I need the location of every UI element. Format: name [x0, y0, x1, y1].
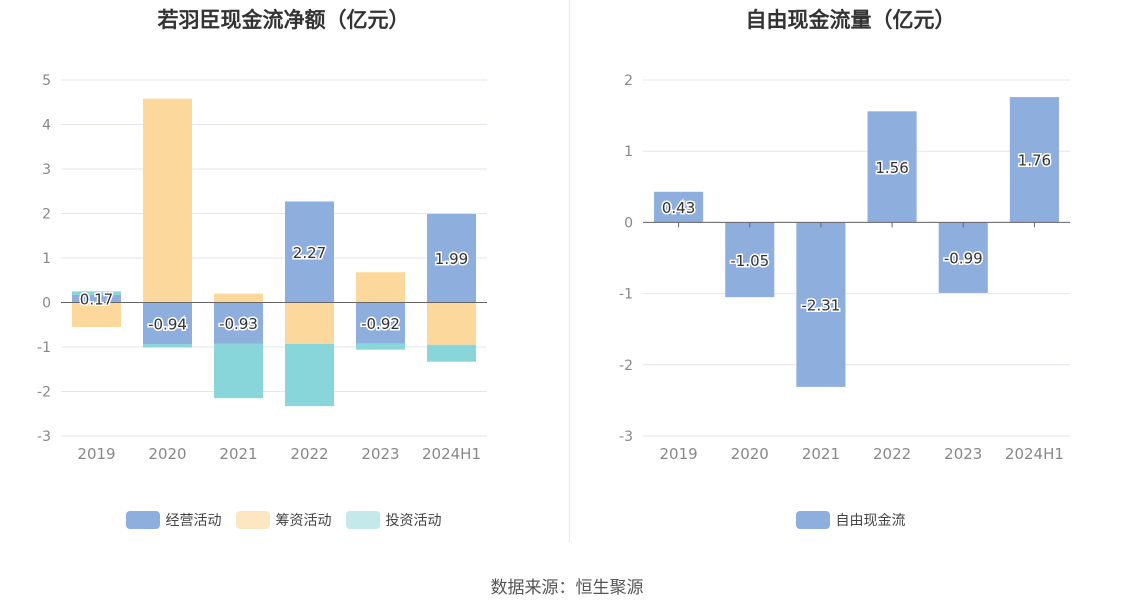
legend-label: 经营活动 — [165, 513, 222, 529]
bar-自由现金流-2024H1 — [1009, 97, 1059, 223]
legend-label: 投资活动 — [385, 513, 442, 529]
data-label: -0.93 — [219, 315, 258, 333]
x-tick-label: 2019 — [659, 445, 697, 463]
bar-经营活动-2019 — [72, 294, 121, 303]
data-label: 1.56 — [875, 159, 908, 177]
y-tick-label: -2 — [619, 358, 633, 374]
x-tick-label: 2022 — [290, 445, 328, 463]
y-tick-label: 2 — [42, 207, 51, 223]
x-tick-label: 2021 — [802, 445, 840, 463]
x-tick-label: 2024H1 — [1005, 445, 1064, 463]
y-tick-label: -2 — [37, 385, 51, 401]
y-tick-label: 0 — [624, 215, 633, 231]
y-tick-label: 1 — [624, 144, 633, 160]
bar-经营活动-2020 — [143, 302, 192, 345]
legend-swatch-investing — [345, 511, 380, 529]
data-label: -0.99 — [944, 250, 983, 268]
legend-item-investing[interactable]: 投资活动 — [345, 510, 442, 530]
legend-swatch-operating — [125, 511, 160, 529]
data-label: 1.76 — [1018, 152, 1051, 170]
y-tick-label: 3 — [42, 162, 51, 178]
x-tick-label: 2024H1 — [422, 445, 481, 463]
data-label: -0.92 — [361, 315, 400, 333]
bar-投资活动-2024H1 — [427, 344, 476, 362]
bar-筹资活动-2024H1 — [427, 302, 476, 345]
bar-经营活动-2024H1 — [427, 213, 476, 303]
legend: 经营活动 筹资活动 投资活动 — [0, 510, 567, 530]
bar-经营活动-2021 — [214, 302, 263, 344]
chart-title: 自由现金流量（亿元） — [745, 8, 956, 32]
bar-经营活动-2023 — [356, 302, 405, 344]
y-tick-label: 1 — [42, 251, 51, 267]
bar-筹资活动-2022 — [285, 302, 334, 344]
bar-投资活动-2023 — [356, 343, 405, 350]
y-tick-label: 5 — [42, 73, 51, 89]
bar-投资活动-2019 — [72, 291, 121, 295]
x-tick-label: 2023 — [944, 445, 982, 463]
x-tick-label: 2022 — [873, 445, 911, 463]
free-cash-flow-chart: 自由现金流量（亿元） 2 1 0 -1 -2 -3 0.43 -1.05 -2.31 1.56 -0… — [567, 0, 1134, 545]
y-tick-label: -1 — [37, 340, 51, 356]
x-tick-label: 2019 — [77, 445, 115, 463]
bar-筹资活动-2021 — [214, 293, 263, 303]
legend-label: 筹资活动 — [275, 513, 332, 529]
y-tick-label: 0 — [42, 296, 51, 312]
y-tick-label: -1 — [619, 287, 633, 303]
bar-自由现金流-2022 — [867, 111, 917, 223]
cash-flow-plot: 5 4 3 2 1 0 -1 -2 -3 0.17 -0.94 -0.93 2.27 -0.92 1.99 2… — [37, 73, 487, 463]
y-tick-label: 2 — [624, 73, 633, 89]
bar-投资活动-2020 — [143, 344, 192, 348]
bar-经营活动-2022 — [285, 201, 334, 303]
chart-divider — [569, 0, 570, 542]
legend-item-fcf[interactable]: 自由现金流 — [795, 510, 906, 530]
data-source: 数据来源：恒生聚源 — [490, 578, 644, 598]
data-label: -2.31 — [802, 297, 841, 315]
legend-swatch-financing — [235, 511, 270, 529]
bar-投资活动-2021 — [214, 343, 263, 399]
x-tick-label: 2021 — [219, 445, 257, 463]
x-tick-label: 2023 — [361, 445, 399, 463]
bar-筹资活动-2023 — [356, 272, 405, 303]
bar-自由现金流-2021 — [796, 222, 846, 387]
bar-自由现金流-2019 — [654, 191, 704, 223]
free-cash-flow-plot: 2 1 0 -1 -2 -3 0.43 -1.05 -2.31 1.56 -0.99 1.76 2019… — [619, 73, 1070, 463]
x-tick-label: 2020 — [148, 445, 186, 463]
legend-label: 自由现金流 — [835, 513, 906, 529]
legend-item-operating[interactable]: 经营活动 — [125, 510, 222, 530]
data-label: 2.27 — [293, 244, 326, 262]
legend-item-financing[interactable]: 筹资活动 — [235, 510, 332, 530]
data-label: 1.99 — [435, 250, 468, 268]
legend: 自由现金流 — [567, 510, 1134, 530]
data-label: 0.17 — [80, 291, 113, 309]
bar-筹资活动-2020 — [143, 98, 192, 303]
cash-flow-chart: 若羽臣现金流净额（亿元） 5 4 3 2 1 0 -1 -2 -3 0.17 -0.94 -0.93 2… — [0, 0, 567, 545]
data-label: -0.94 — [148, 315, 187, 333]
legend-swatch-fcf — [795, 511, 830, 529]
y-tick-label: -3 — [619, 429, 633, 445]
data-label: 0.43 — [662, 199, 695, 217]
x-tick-label: 2020 — [731, 445, 769, 463]
bar-投资活动-2022 — [285, 343, 334, 407]
chart-title: 若羽臣现金流净额（亿元） — [157, 8, 410, 32]
bar-自由现金流-2023 — [938, 222, 988, 293]
bar-自由现金流-2020 — [725, 222, 775, 298]
y-tick-label: 4 — [42, 118, 51, 134]
data-label: -1.05 — [730, 252, 769, 270]
bar-筹资活动-2019 — [72, 302, 121, 327]
y-tick-label: -3 — [37, 429, 51, 445]
